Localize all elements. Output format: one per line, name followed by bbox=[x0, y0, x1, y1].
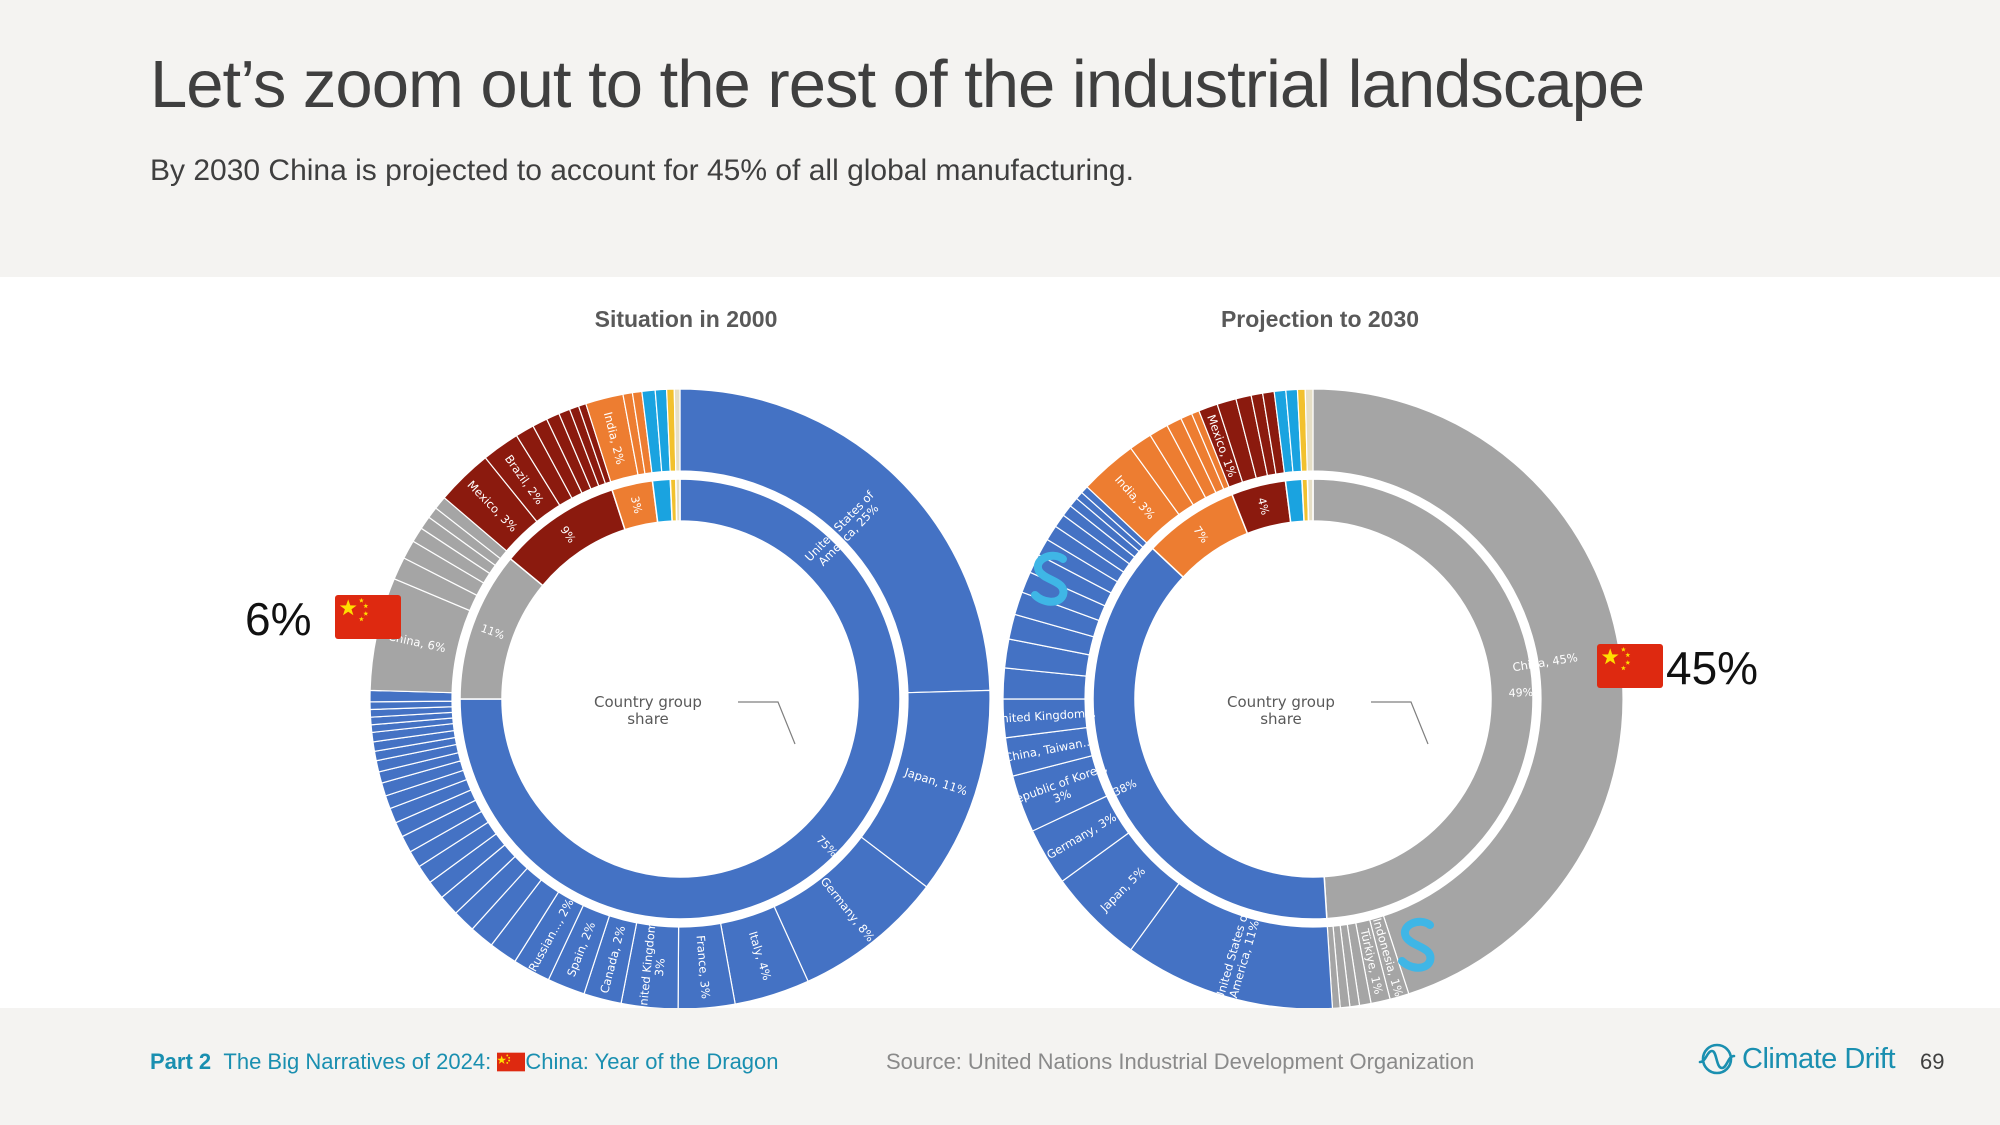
slide-title: Let’s zoom out to the rest of the indust… bbox=[150, 47, 1645, 122]
inner-ring-label: 3% bbox=[628, 495, 644, 515]
footer-part-title-a: The Big Narratives of 2024: bbox=[223, 1049, 498, 1074]
china-flag-icon bbox=[335, 595, 401, 639]
center-label-leader bbox=[1371, 701, 1429, 745]
flag-star bbox=[1620, 646, 1626, 652]
footer-part-link[interactable]: Part 2 The Big Narratives of 2024: China… bbox=[150, 1049, 779, 1075]
china-flag-icon bbox=[497, 1052, 526, 1072]
flag-star bbox=[358, 616, 364, 622]
flag-star bbox=[363, 611, 369, 616]
chart-title: Projection to 2030 bbox=[1221, 306, 1419, 332]
outer-ring-segment-united-states-of bbox=[679, 388, 991, 694]
left-callout-value: 6% bbox=[245, 593, 311, 645]
chart-panel: Situation in 2000 75% 11% 9% 3% United States… bbox=[0, 277, 2000, 1008]
brand[interactable]: Climate Drift bbox=[1698, 1042, 1896, 1076]
center-label: Country group share bbox=[1227, 693, 1335, 728]
slide-footer bbox=[0, 1008, 2000, 1125]
inner-ring-label: 49% bbox=[1508, 686, 1533, 700]
center-label: Country group share bbox=[594, 693, 702, 728]
outer-ring-label: United Kingdom... bbox=[993, 706, 1097, 726]
flag-star bbox=[1620, 665, 1626, 671]
footer-part-title-b: China: Year of the Dragon bbox=[525, 1049, 779, 1074]
china-flag-icon bbox=[1597, 644, 1663, 688]
outer-ring-segment bbox=[1304, 388, 1314, 472]
page-number: 69 bbox=[1920, 1049, 1945, 1074]
flag-star bbox=[363, 603, 369, 609]
flag-star bbox=[358, 597, 364, 603]
center-label-leader bbox=[738, 701, 796, 745]
outer-ring-segment bbox=[673, 388, 681, 472]
slide-header: Let’s zoom out to the rest of the indust… bbox=[0, 0, 2000, 277]
right-callout-value: 45% bbox=[1666, 642, 1758, 694]
brand-name: Climate Drift bbox=[1742, 1042, 1896, 1075]
climate-drift-logo-icon bbox=[1698, 1043, 1736, 1075]
inner-ring-segment-beige bbox=[675, 478, 681, 522]
s-marker-icon bbox=[1031, 551, 1068, 606]
flag-star bbox=[1625, 652, 1631, 658]
footer-source: Source: United Nations Industrial Develo… bbox=[886, 1049, 1475, 1074]
footer-part-label: Part 2 bbox=[150, 1049, 212, 1074]
outer-ring-segment-china-45 bbox=[1312, 388, 1624, 995]
flag-star bbox=[1625, 660, 1631, 665]
inner-ring-segment-beige bbox=[1306, 478, 1314, 522]
slide-subtitle: By 2030 China is projected to account fo… bbox=[150, 154, 1134, 187]
chart-title: Situation in 2000 bbox=[595, 306, 778, 332]
flag-star bbox=[1601, 648, 1619, 665]
inner-ring-segment-grey bbox=[1312, 478, 1534, 920]
inner-ring-segment-blue bbox=[459, 478, 901, 920]
s-marker-icon bbox=[1398, 917, 1435, 972]
inner-ring-label: 4% bbox=[1255, 496, 1272, 516]
flag-star bbox=[339, 599, 357, 616]
outer-ring-label: France, 3% bbox=[693, 935, 712, 1000]
